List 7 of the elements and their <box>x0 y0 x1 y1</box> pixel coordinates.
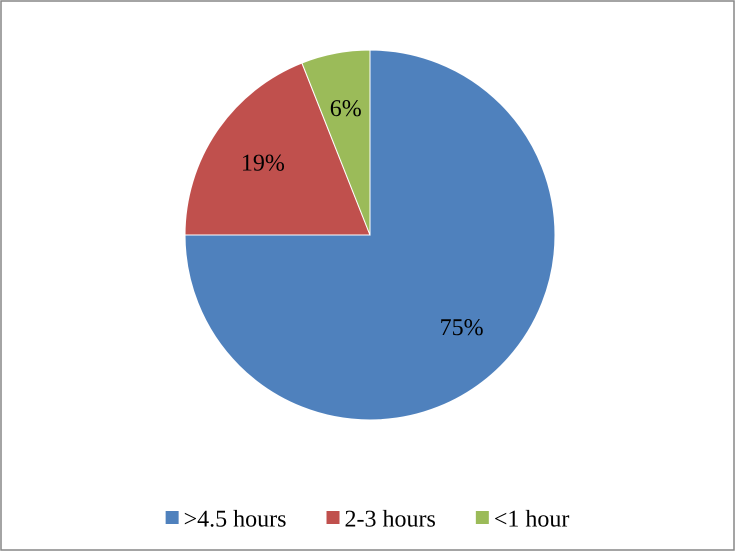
legend-label: 2-3 hours <box>344 506 436 532</box>
legend-label: <1 hour <box>494 506 570 532</box>
legend-label: >4.5 hours <box>184 506 287 532</box>
data-label: 75% <box>440 314 484 341</box>
pie-slice <box>184 50 556 420</box>
data-label: 6% <box>330 96 362 122</box>
data-label: 19% <box>240 150 285 177</box>
